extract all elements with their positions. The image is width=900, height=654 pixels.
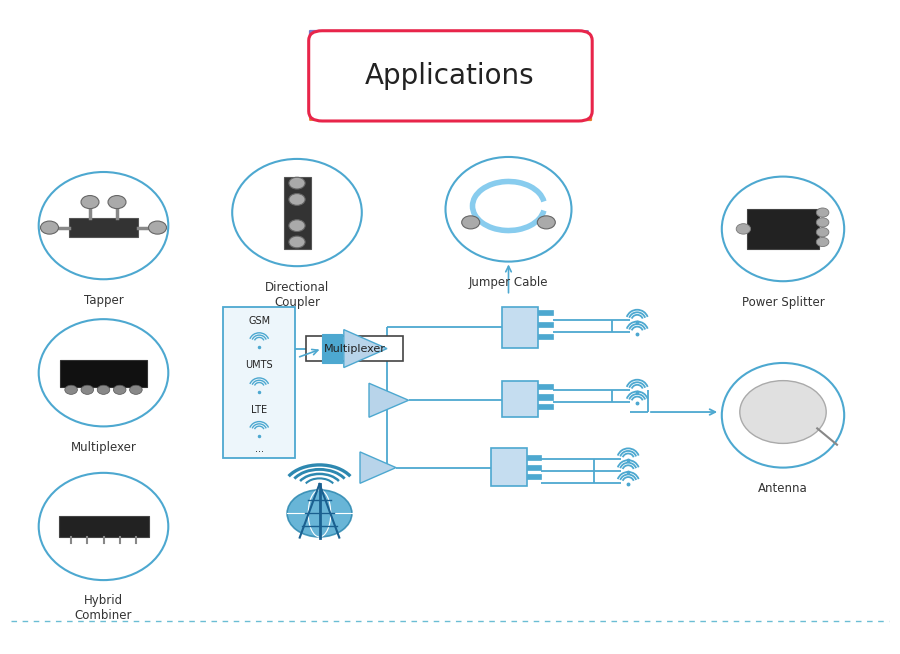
Circle shape bbox=[40, 221, 58, 234]
Polygon shape bbox=[369, 383, 409, 417]
Text: Hybrid
Combiner: Hybrid Combiner bbox=[75, 594, 132, 623]
Text: Applications: Applications bbox=[365, 62, 535, 90]
FancyBboxPatch shape bbox=[538, 322, 553, 327]
FancyBboxPatch shape bbox=[538, 334, 553, 339]
Circle shape bbox=[289, 194, 305, 205]
Circle shape bbox=[287, 490, 352, 537]
Circle shape bbox=[148, 221, 166, 234]
FancyBboxPatch shape bbox=[526, 465, 541, 470]
Circle shape bbox=[108, 196, 126, 209]
Text: Multiplexer: Multiplexer bbox=[324, 343, 385, 354]
Circle shape bbox=[113, 385, 126, 394]
FancyBboxPatch shape bbox=[309, 31, 592, 121]
Circle shape bbox=[289, 220, 305, 232]
Circle shape bbox=[740, 381, 826, 443]
FancyBboxPatch shape bbox=[491, 448, 526, 486]
Polygon shape bbox=[360, 452, 396, 483]
Text: Antenna: Antenna bbox=[758, 482, 808, 495]
Ellipse shape bbox=[722, 177, 844, 281]
Circle shape bbox=[736, 224, 751, 234]
Ellipse shape bbox=[232, 159, 362, 266]
Ellipse shape bbox=[39, 319, 168, 426]
Ellipse shape bbox=[39, 172, 168, 279]
Text: GSM: GSM bbox=[248, 316, 270, 326]
Circle shape bbox=[81, 196, 99, 209]
FancyBboxPatch shape bbox=[538, 310, 553, 315]
FancyBboxPatch shape bbox=[60, 360, 147, 387]
FancyBboxPatch shape bbox=[284, 177, 310, 249]
FancyBboxPatch shape bbox=[502, 381, 538, 417]
Circle shape bbox=[816, 237, 829, 247]
Circle shape bbox=[130, 385, 142, 394]
FancyBboxPatch shape bbox=[502, 307, 538, 348]
Circle shape bbox=[289, 236, 305, 248]
FancyBboxPatch shape bbox=[306, 336, 403, 361]
Circle shape bbox=[97, 385, 110, 394]
FancyBboxPatch shape bbox=[538, 394, 553, 400]
Ellipse shape bbox=[722, 363, 844, 468]
Circle shape bbox=[81, 385, 94, 394]
Ellipse shape bbox=[39, 473, 168, 580]
Text: ...: ... bbox=[255, 444, 264, 454]
FancyBboxPatch shape bbox=[538, 384, 553, 389]
Circle shape bbox=[289, 177, 305, 189]
FancyBboxPatch shape bbox=[223, 307, 295, 458]
FancyBboxPatch shape bbox=[538, 404, 553, 409]
FancyBboxPatch shape bbox=[526, 474, 541, 479]
FancyBboxPatch shape bbox=[69, 218, 138, 237]
Text: Jumper Cable: Jumper Cable bbox=[469, 276, 548, 289]
FancyBboxPatch shape bbox=[747, 209, 819, 249]
Circle shape bbox=[816, 218, 829, 227]
Circle shape bbox=[816, 228, 829, 237]
Text: UMTS: UMTS bbox=[246, 360, 273, 370]
Text: Power Splitter: Power Splitter bbox=[742, 296, 824, 309]
Circle shape bbox=[462, 216, 480, 229]
Text: Tapper: Tapper bbox=[84, 294, 123, 307]
Text: Multiplexer: Multiplexer bbox=[70, 441, 137, 454]
FancyBboxPatch shape bbox=[322, 334, 342, 363]
Circle shape bbox=[65, 385, 77, 394]
FancyBboxPatch shape bbox=[526, 455, 541, 460]
Ellipse shape bbox=[446, 157, 572, 262]
Polygon shape bbox=[344, 330, 387, 368]
Circle shape bbox=[537, 216, 555, 229]
Text: LTE: LTE bbox=[251, 405, 267, 415]
Text: Directional
Coupler: Directional Coupler bbox=[265, 281, 329, 309]
Circle shape bbox=[816, 208, 829, 217]
FancyBboxPatch shape bbox=[58, 516, 148, 537]
